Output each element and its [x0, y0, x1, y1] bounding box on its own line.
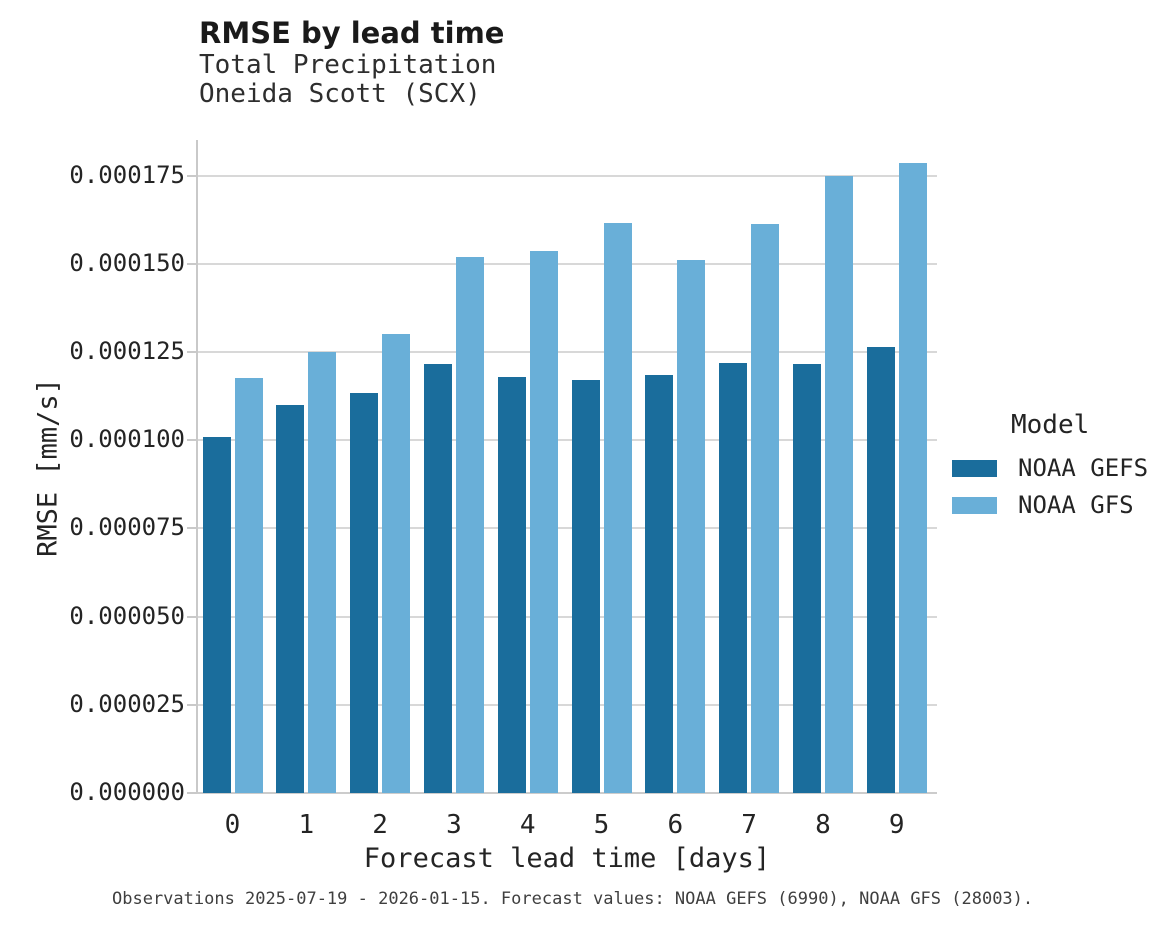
bar-noaa-gefs-lead-8 [792, 364, 821, 793]
legend-label: NOAA GEFS [1018, 454, 1149, 482]
y-tick-label: 0.000100 [69, 425, 185, 454]
legend-title: Model [1011, 410, 1090, 440]
chart-title: RMSE by lead time [199, 16, 505, 50]
x-tick-label: 0 [224, 810, 241, 840]
y-tick-label: 0.000025 [69, 689, 185, 718]
bar-noaa-gefs-lead-7 [719, 362, 748, 793]
y-tick-mark [187, 439, 197, 442]
bar-noaa-gfs-lead-1 [308, 352, 337, 793]
bar-noaa-gefs-lead-2 [350, 392, 379, 793]
x-tick-label: 3 [446, 810, 462, 840]
legend-entry-noaa-gfs: NOAA GFS [952, 491, 1148, 519]
bar-noaa-gefs-lead-9 [866, 347, 895, 793]
x-axis-title: Forecast lead time [days] [363, 843, 771, 874]
bar-noaa-gefs-lead-6 [645, 374, 674, 793]
y-tick-label: 0.000075 [69, 513, 185, 542]
bar-noaa-gfs-lead-2 [382, 334, 411, 793]
y-tick-label: 0.000150 [69, 248, 185, 277]
y-tick-mark [187, 703, 197, 706]
x-axis-line [197, 792, 937, 794]
bar-noaa-gefs-lead-4 [497, 376, 526, 793]
y-tick-mark [187, 527, 197, 530]
y-tick-mark [187, 792, 197, 794]
y-gridline [197, 615, 937, 618]
legend-swatch-noaa-gfs [952, 496, 997, 514]
y-tick-label: 0.000175 [69, 160, 185, 189]
legend: Model NOAA GEFS NOAA GFS [952, 410, 1148, 519]
y-tick-mark [187, 262, 197, 265]
y-tick-mark [187, 351, 197, 353]
x-tick-label: 1 [298, 810, 315, 840]
y-gridline [197, 527, 937, 530]
bar-noaa-gfs-lead-8 [824, 176, 853, 793]
bar-noaa-gfs-lead-9 [898, 162, 927, 793]
x-tick-label: 6 [667, 810, 684, 840]
bar-noaa-gfs-lead-4 [529, 251, 558, 793]
x-tick-label: 4 [519, 810, 536, 840]
bar-noaa-gefs-lead-1 [276, 404, 305, 793]
legend-swatch-noaa-gefs [952, 459, 997, 477]
y-tick-label: 0.000000 [69, 778, 185, 806]
y-tick-label: 0.000125 [69, 337, 185, 365]
chart-subtitle-station: Oneida Scott (SCX) [199, 79, 481, 109]
x-tick-label: 5 [593, 810, 610, 840]
y-gridline [197, 351, 937, 353]
bar-noaa-gfs-lead-5 [603, 223, 632, 793]
y-gridline [197, 703, 937, 706]
footnote-caption: Observations 2025-07-19 - 2026-01-15. Fo… [112, 889, 1034, 909]
legend-label: NOAA GFS [1018, 491, 1134, 519]
y-tick-mark [187, 615, 197, 618]
bar-noaa-gfs-lead-7 [751, 223, 780, 793]
y-gridline [197, 439, 937, 442]
y-tick-label: 0.000050 [69, 601, 185, 630]
bar-noaa-gfs-lead-6 [677, 259, 706, 793]
legend-entry-noaa-gefs: NOAA GEFS [952, 454, 1148, 482]
bar-noaa-gfs-lead-0 [234, 378, 263, 793]
bar-noaa-gefs-lead-3 [423, 364, 452, 793]
bar-noaa-gfs-lead-3 [455, 257, 484, 793]
x-tick-label: 2 [372, 810, 388, 840]
chart-subtitle-variable: Total Precipitation [199, 50, 497, 80]
y-gridline [197, 174, 937, 177]
x-tick-label: 7 [741, 810, 757, 840]
y-axis-line [196, 140, 198, 793]
x-tick-label: 8 [815, 810, 831, 840]
y-tick-mark [187, 174, 197, 177]
y-gridline [197, 262, 937, 265]
x-tick-label: 9 [888, 810, 905, 840]
bar-noaa-gefs-lead-0 [202, 436, 231, 793]
bar-noaa-gefs-lead-5 [571, 380, 600, 793]
y-axis-title: RMSE [mm/s] [32, 378, 64, 557]
